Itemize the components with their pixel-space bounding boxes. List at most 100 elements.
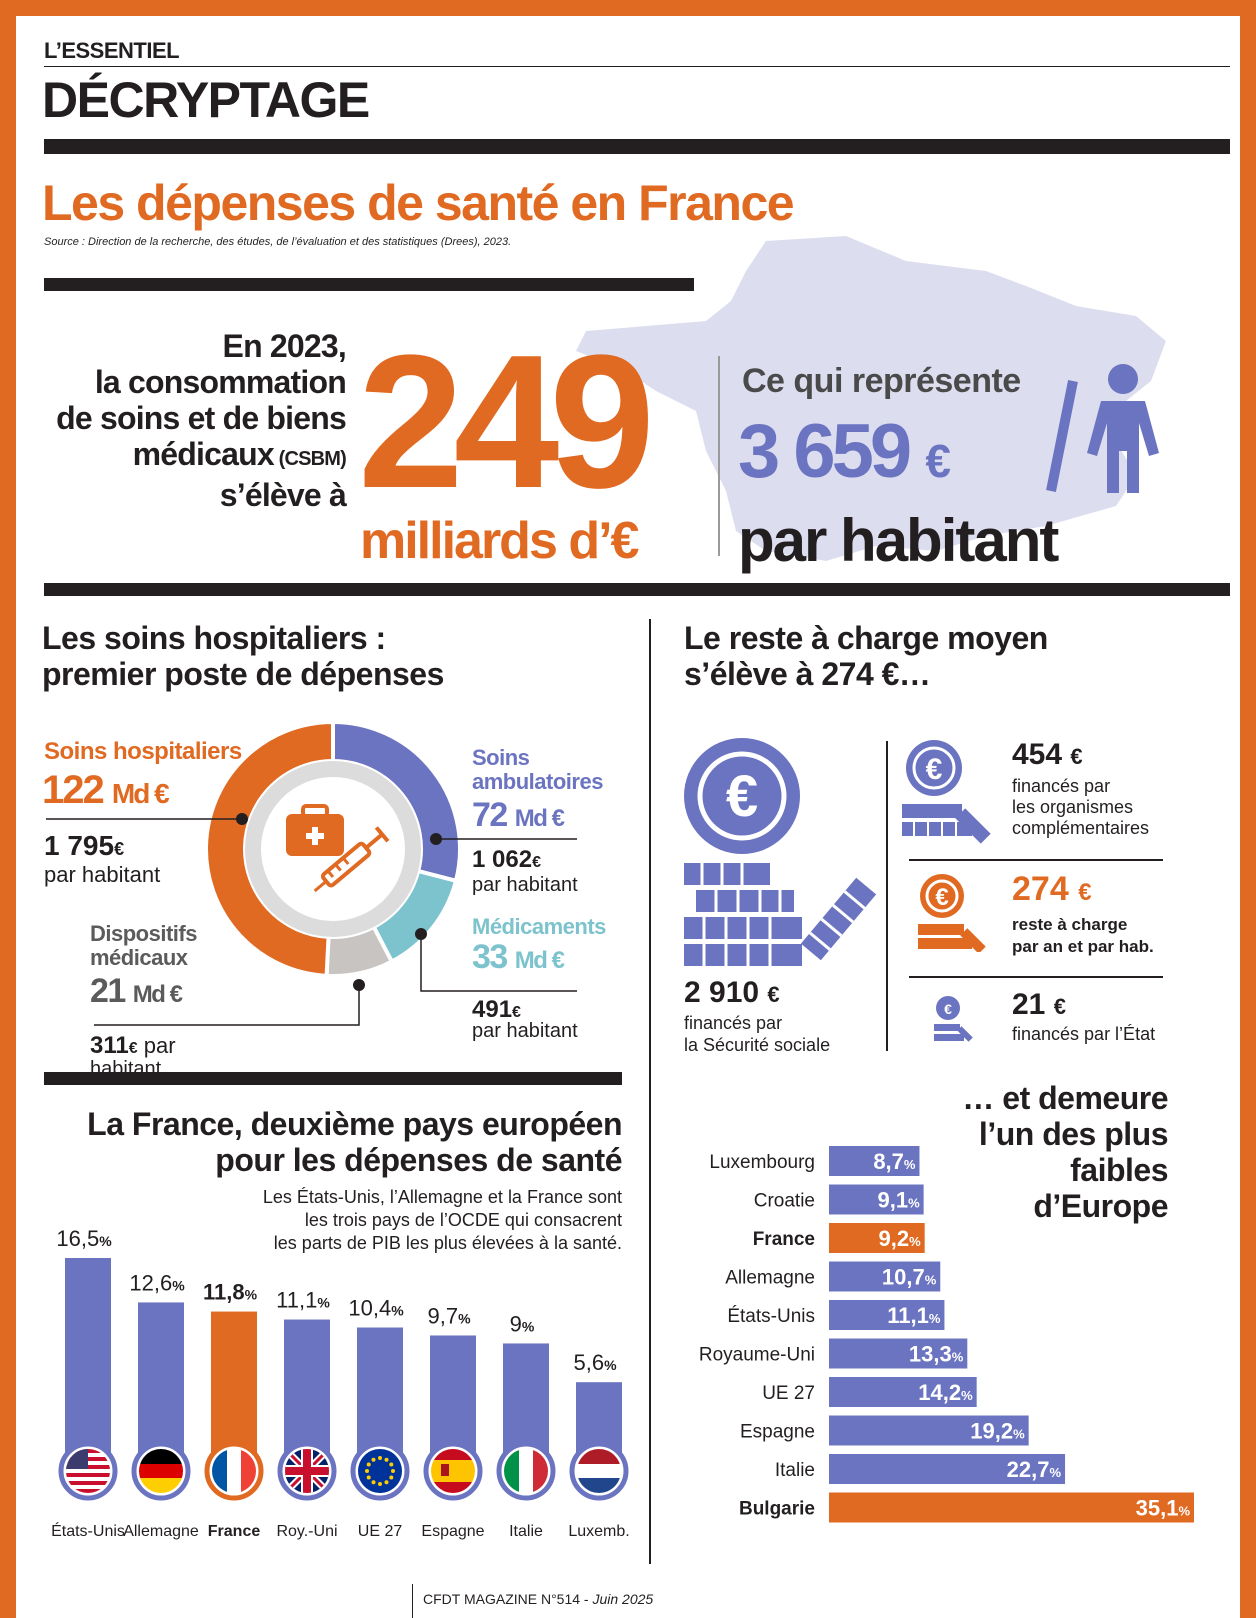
spending-donut-chart — [46, 719, 577, 1026]
svg-text:€: € — [935, 884, 948, 911]
footer-date: Juin 2025 — [592, 1591, 654, 1607]
hosp-value-unit: Md € — [111, 778, 170, 809]
disp-name-line-1: Dispositifs — [90, 921, 197, 946]
rac-share-bar-chart: Luxembourg 8,7% Croatie 9,1% France 9,2% Allem… — [699, 1146, 1194, 1523]
hbar-7 — [829, 1415, 1029, 1446]
hbar-category-label: Allemagne — [725, 1268, 815, 1289]
disp-per-label-1: par — [143, 1033, 176, 1058]
lowest-title-line-3: faibles — [1070, 1152, 1168, 1188]
hero-line-1: En 2023, — [222, 328, 347, 364]
med-value-number: 33 — [472, 938, 508, 976]
hero-big-number: 249 — [358, 316, 655, 528]
rac-inner-divider — [886, 741, 888, 1051]
etat-value-unit: € — [1053, 994, 1066, 1019]
medical-kit-icon — [286, 804, 344, 856]
vbar-value-label: 9,7% — [427, 1303, 471, 1328]
vbar-group: 16,5% États-Unis 12,6% Allemagne 11,8% France… — [51, 1226, 630, 1540]
france-flag-icon — [204, 1441, 264, 1501]
hbar-0 — [829, 1146, 920, 1176]
ambu-value: 72 Md € — [472, 796, 565, 835]
rac-label: reste à charge par an et par hab. — [1012, 914, 1154, 958]
vbar-0 — [65, 1258, 111, 1456]
hero-divider — [718, 356, 720, 556]
disp-per: 311€ par — [90, 1032, 176, 1060]
hbar-category-label: Luxembourg — [709, 1152, 815, 1173]
secu-value-number: 2 910 — [684, 976, 760, 1009]
rac-label-line-1: reste à charge — [1012, 915, 1128, 934]
hbar-category-label: Italie — [775, 1460, 815, 1481]
kicker: L’ESSENTIEL — [44, 38, 180, 63]
ambu-name: Soins ambulatoires — [472, 746, 603, 794]
france-map-shape — [576, 236, 1166, 561]
hosp-name: Soins hospitaliers — [44, 738, 242, 765]
header-thin-rule — [44, 66, 1230, 67]
eu-flag-icon — [350, 1441, 410, 1501]
vbar-category-label: Espagne — [421, 1523, 484, 1540]
hbar-4 — [829, 1300, 945, 1330]
donut-leader-dots — [236, 813, 442, 991]
med-name: Médicaments — [472, 914, 606, 939]
hbar-value-label: 35,1% — [1136, 1496, 1191, 1521]
section-heading: DÉCRYPTAGE — [42, 72, 370, 128]
oecd-bar-chart: 16,5% États-Unis 12,6% Allemagne 11,8% France… — [51, 1226, 630, 1540]
secu-label-line-2: la Sécurité sociale — [684, 1035, 831, 1055]
uk-flag-icon — [277, 1441, 337, 1501]
oc-label: financés par les organismes complémentai… — [1012, 776, 1149, 839]
rac-section-title: Le reste à charge moyen s’élève à 274 €… — [684, 620, 1048, 692]
hosp-value-number: 122 — [42, 768, 105, 812]
vbar-category-label: France — [208, 1523, 261, 1540]
vbar-value-label: 5,6% — [573, 1350, 617, 1375]
svg-text:€: € — [944, 1001, 952, 1017]
flag-icons — [58, 1441, 629, 1501]
oc-coins-icon: € — [902, 740, 991, 844]
footer-divider — [412, 1584, 413, 1618]
hbar-2 — [829, 1223, 925, 1253]
footer-credit: CFDT MAGAZINE N°514 - Juin 2025 — [423, 1591, 653, 1607]
ambu-per-label: par habitant — [472, 874, 578, 896]
italy-flag-icon — [496, 1441, 556, 1501]
rac-title-line-1: Le reste à charge moyen — [684, 620, 1048, 656]
hbar-value-label: 10,7% — [882, 1265, 937, 1290]
vbar-6 — [503, 1343, 549, 1456]
vbar-value-label: 10,4% — [348, 1296, 404, 1321]
ambu-per-unit: € — [532, 854, 541, 871]
hero-line-4-main: médicaux — [132, 436, 275, 472]
hbar-category-label: Croatie — [754, 1191, 815, 1212]
hero-line-4-abbr: (CSBM) — [273, 448, 347, 470]
vbar-category-label: Roy.-Uni — [276, 1523, 337, 1540]
ambu-name-line-2: ambulatoires — [472, 769, 603, 794]
hero-line-5: s’élève à — [219, 477, 347, 513]
hosp-per-label: par habitant — [44, 862, 161, 887]
us-flag-icon — [58, 1441, 118, 1501]
lowest-title-line-1: … et demeure — [962, 1080, 1168, 1116]
hero-text: En 2023, la consommation de soins et de … — [26, 328, 347, 513]
med-per: 491€ — [472, 996, 521, 1024]
rac-value-unit: € — [1078, 879, 1092, 906]
vbar-category-label: Italie — [509, 1523, 543, 1540]
hero-line-4: médicaux (CSBM) — [26, 436, 347, 477]
hbar-value-label: 9,1% — [877, 1188, 920, 1213]
med-value: 33 Md € — [472, 938, 565, 977]
ambu-value-unit: Md € — [514, 805, 565, 832]
disp-per-number: 311 — [90, 1032, 129, 1059]
europe-title-line-1: La France, deuxième pays européen — [87, 1106, 622, 1142]
rac-title-line-2: s’élève à 274 €… — [684, 656, 931, 692]
europe-note-line-3: les parts de PIB les plus élevées à la s… — [273, 1233, 622, 1253]
secu-label: financés par la Sécurité sociale — [684, 1012, 830, 1056]
oc-label-line-3: complémentaires — [1012, 818, 1150, 838]
europe-title-line-2: pour les dépenses de santé — [215, 1142, 622, 1178]
hbar-value-label: 9,2% — [879, 1226, 922, 1251]
disp-value: 21 Md € — [90, 972, 183, 1011]
hosp-value: 122 Md € — [42, 768, 170, 813]
hbar-category-label: Royaume-Uni — [699, 1345, 815, 1366]
hbar-6 — [829, 1377, 977, 1407]
disp-name: Dispositifs médicaux — [90, 922, 197, 970]
hbar-value-label: 11,1% — [887, 1303, 941, 1328]
donut-leader-lines — [46, 818, 577, 1026]
med-per-number: 491 — [472, 996, 513, 1023]
hosp-per-number: 1 795 — [44, 830, 115, 861]
hospital-title-line-2: premier poste de dépenses — [42, 656, 444, 692]
footer-magazine: CFDT MAGAZINE N°514 - — [423, 1591, 593, 1607]
source-note: Source : Direction de la recherche, des … — [44, 236, 512, 248]
lowest-title-line-4: d’Europe — [1033, 1188, 1168, 1224]
